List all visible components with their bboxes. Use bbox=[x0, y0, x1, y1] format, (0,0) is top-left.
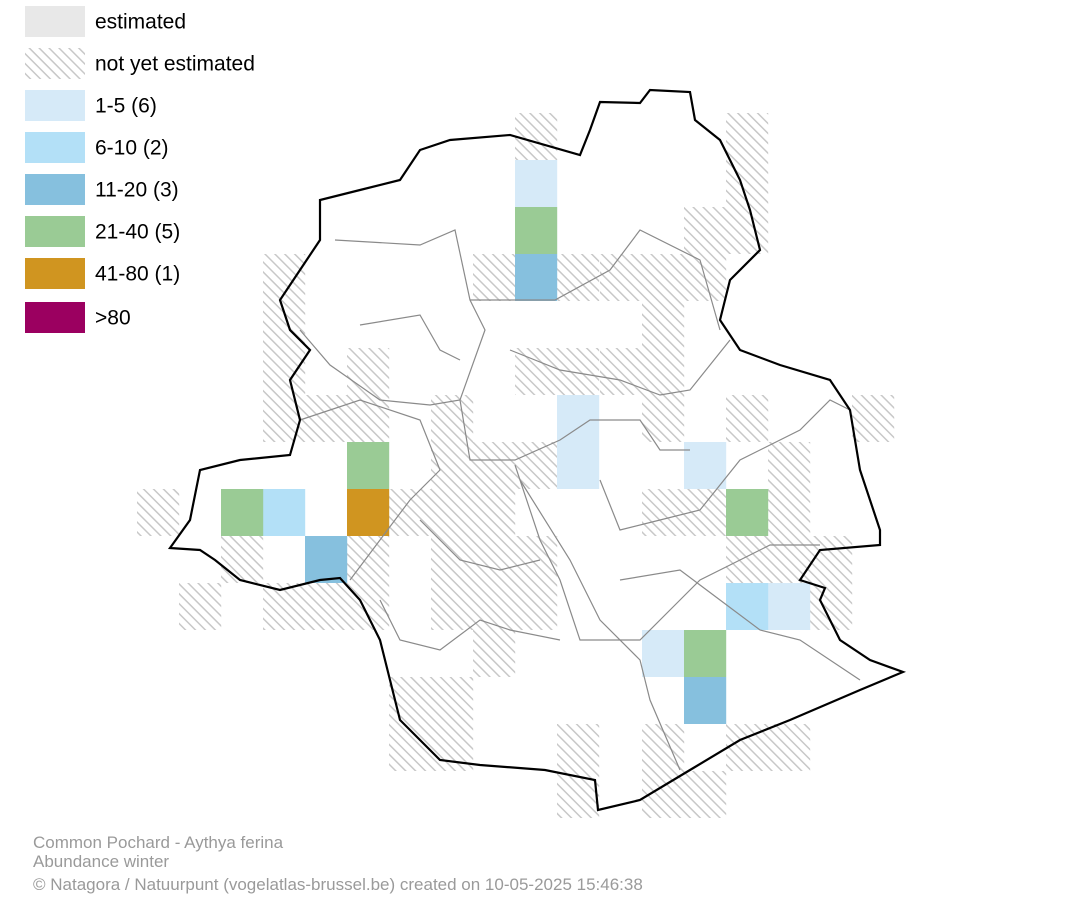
grid-cell bbox=[515, 583, 558, 630]
footer-line: Common Pochard - Aythya ferina bbox=[33, 833, 284, 852]
grid-cell bbox=[768, 489, 811, 536]
grid-cell bbox=[684, 630, 727, 677]
grid-cell bbox=[600, 348, 643, 395]
grid-cell bbox=[684, 442, 727, 489]
region-outline bbox=[167, 88, 907, 812]
grid-cell bbox=[263, 348, 306, 395]
grid-cell bbox=[263, 395, 306, 442]
grid-cell bbox=[557, 348, 600, 395]
grid-cell bbox=[557, 395, 600, 442]
grid-cell bbox=[515, 536, 558, 583]
grid-cell bbox=[389, 489, 432, 536]
footer-line: © Natagora / Natuurpunt (vogelatlas-brus… bbox=[33, 875, 643, 894]
legend-swatch bbox=[25, 174, 85, 205]
grid-cell bbox=[473, 536, 516, 583]
grid-cell bbox=[600, 254, 643, 301]
legend-swatch bbox=[25, 216, 85, 247]
legend-swatch bbox=[25, 48, 85, 79]
grid-cell bbox=[642, 301, 685, 348]
grid-cell bbox=[684, 771, 727, 818]
grid-cell bbox=[515, 207, 558, 254]
grid-cell bbox=[305, 583, 348, 630]
legend-label: not yet estimated bbox=[95, 53, 255, 76]
grid-cell bbox=[726, 536, 769, 583]
grid-cell bbox=[389, 724, 432, 771]
legend-label: >80 bbox=[95, 307, 131, 330]
legend-label: 21-40 (5) bbox=[95, 221, 180, 244]
legend-swatch bbox=[25, 90, 85, 121]
grid-cell bbox=[642, 395, 685, 442]
grid-cell bbox=[726, 395, 769, 442]
grid-cell bbox=[179, 583, 222, 630]
grid-cell bbox=[473, 489, 516, 536]
legend-label: 6-10 (2) bbox=[95, 137, 169, 160]
legend-swatch bbox=[25, 6, 85, 37]
grid-cell bbox=[768, 442, 811, 489]
grid-cell bbox=[810, 536, 853, 583]
grid-cell bbox=[515, 442, 558, 489]
grid-cell bbox=[473, 630, 516, 677]
grid-cells bbox=[137, 113, 895, 818]
legend-swatch bbox=[25, 302, 85, 333]
grid-cell bbox=[431, 536, 474, 583]
footer-line: Abundance winter bbox=[33, 852, 169, 871]
grid-cell bbox=[263, 301, 306, 348]
grid-cell bbox=[221, 489, 264, 536]
grid-cell bbox=[684, 677, 727, 724]
grid-cell bbox=[305, 395, 348, 442]
grid-cell bbox=[347, 489, 390, 536]
grid-cell bbox=[431, 677, 474, 724]
grid-cell bbox=[431, 395, 474, 442]
grid-cell bbox=[347, 583, 390, 630]
grid-cell bbox=[726, 113, 769, 160]
grid-cell bbox=[557, 771, 600, 818]
grid-cell bbox=[642, 489, 685, 536]
grid-cell bbox=[431, 489, 474, 536]
grid-cell bbox=[263, 489, 306, 536]
legend-label: estimated bbox=[95, 11, 186, 34]
grid-cell bbox=[642, 348, 685, 395]
legend-label: 1-5 (6) bbox=[95, 95, 157, 118]
grid-cell bbox=[515, 113, 558, 160]
grid-cell bbox=[515, 160, 558, 207]
grid-cell bbox=[473, 254, 516, 301]
grid-cell bbox=[515, 348, 558, 395]
legend-label: 11-20 (3) bbox=[95, 179, 179, 202]
legend-label: 41-80 (1) bbox=[95, 263, 180, 286]
grid-cell bbox=[221, 536, 264, 583]
grid-cell bbox=[515, 254, 558, 301]
grid-cell bbox=[557, 724, 600, 771]
grid-cell bbox=[473, 442, 516, 489]
grid-cell bbox=[347, 442, 390, 489]
grid-cell bbox=[768, 724, 811, 771]
grid-cell bbox=[642, 630, 685, 677]
municipal-boundaries bbox=[299, 229, 861, 771]
grid-cell bbox=[726, 489, 769, 536]
legend-swatch bbox=[25, 258, 85, 289]
grid-cell bbox=[137, 489, 180, 536]
grid-cell bbox=[557, 254, 600, 301]
legend-swatch bbox=[25, 132, 85, 163]
legend: estimated not yet estimated 1-5 (6) 6-10 (2… bbox=[25, 6, 255, 333]
grid-cell bbox=[263, 583, 306, 630]
grid-cell bbox=[768, 583, 811, 630]
grid-cell bbox=[347, 348, 390, 395]
grid-cell bbox=[431, 442, 474, 489]
grid-cell bbox=[431, 583, 474, 630]
grid-cell bbox=[726, 207, 769, 254]
grid-cell bbox=[557, 442, 600, 489]
grid-cell bbox=[726, 583, 769, 630]
grid-cell bbox=[305, 536, 348, 583]
grid-cell bbox=[473, 583, 516, 630]
grid-cell bbox=[642, 254, 685, 301]
grid-cell bbox=[684, 207, 727, 254]
grid-cell bbox=[852, 395, 895, 442]
